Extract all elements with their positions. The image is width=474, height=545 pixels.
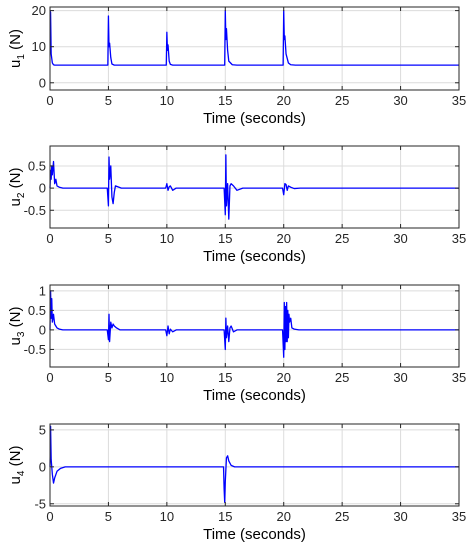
x-tick-label: 0: [46, 370, 53, 385]
x-tick-label: 10: [160, 231, 174, 246]
x-tick-label: 35: [452, 370, 466, 385]
axes-box: [49, 145, 460, 229]
x-tick-label: 15: [218, 231, 232, 246]
y-tick-label: 0.5: [28, 303, 46, 318]
y-tick-label: 1: [39, 283, 46, 298]
x-tick-label: 25: [335, 93, 349, 108]
axes-box: [49, 284, 460, 368]
x-tick-label: 30: [393, 231, 407, 246]
y-tick-label: -0.5: [24, 203, 46, 218]
x-tick-label: 10: [160, 509, 174, 524]
x-tick-label: 5: [105, 93, 112, 108]
x-tick-label: 20: [276, 509, 290, 524]
x-tick-label: 20: [276, 231, 290, 246]
x-axis-label: Time (seconds): [203, 526, 306, 543]
x-tick-label: 35: [452, 231, 466, 246]
x-axis-label: Time (seconds): [203, 110, 306, 127]
subplot-1: 0 5 10 15 20 25 30 35 0 10 20 Time (seconds) u1 (N): [7, 3, 466, 127]
x-tick-label: 25: [335, 509, 349, 524]
y-axis-label: u4 (N): [7, 446, 27, 485]
series-line-u1: [49, 9, 459, 66]
x-tick-label: 0: [46, 93, 53, 108]
x-tick-label: 10: [160, 370, 174, 385]
x-tick-label: 25: [335, 370, 349, 385]
x-tick-label: 30: [393, 509, 407, 524]
y-tick-label: 10: [32, 39, 46, 54]
x-tick-label: 0: [46, 509, 53, 524]
x-axis-label: Time (seconds): [203, 387, 306, 404]
x-tick-label: 15: [218, 93, 232, 108]
y-tick-label: -5: [34, 496, 46, 511]
x-tick-label: 20: [276, 93, 290, 108]
x-tick-label: 10: [160, 93, 174, 108]
x-tick-label: 15: [218, 509, 232, 524]
x-tick-label: 35: [452, 509, 466, 524]
y-tick-label: 0: [39, 181, 46, 196]
y-tick-label: 5: [39, 422, 46, 437]
y-axis-label: u2 (N): [7, 168, 27, 207]
series-line-u4: [49, 425, 459, 503]
axes-box: [49, 6, 460, 91]
x-tick-label: 30: [393, 93, 407, 108]
x-tick-label: 5: [105, 231, 112, 246]
series-line-u3: [49, 290, 459, 358]
x-tick-label: 35: [452, 93, 466, 108]
y-axis-label: u1 (N): [7, 29, 27, 68]
x-tick-label: 15: [218, 370, 232, 385]
y-tick-label: 20: [32, 3, 46, 18]
series-line-u2: [49, 154, 459, 220]
x-axis-label: Time (seconds): [203, 248, 306, 265]
x-tick-label: 20: [276, 370, 290, 385]
x-tick-label: 5: [105, 509, 112, 524]
y-tick-label: 0: [39, 75, 46, 90]
y-tick-label: -0.5: [24, 342, 46, 357]
axes-box: [49, 423, 460, 507]
y-tick-label: 0: [39, 322, 46, 337]
x-tick-label: 5: [105, 370, 112, 385]
y-tick-label: 0.5: [28, 158, 46, 173]
x-tick-label: 30: [393, 370, 407, 385]
x-tick-label: 25: [335, 231, 349, 246]
y-tick-label: 0: [39, 459, 46, 474]
x-tick-label: 0: [46, 231, 53, 246]
y-axis-label: u3 (N): [7, 307, 27, 346]
